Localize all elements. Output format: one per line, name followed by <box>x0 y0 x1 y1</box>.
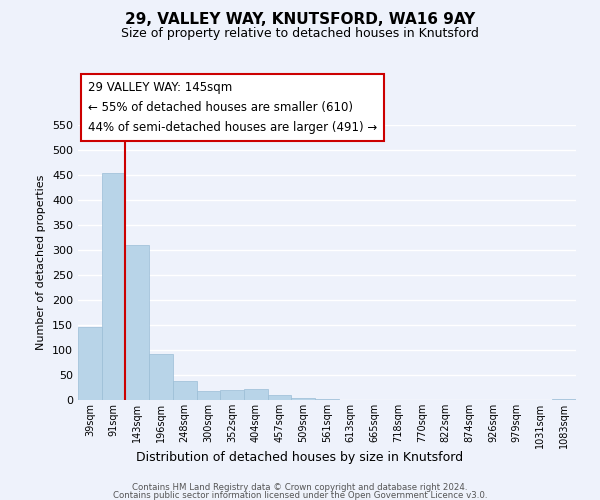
Bar <box>197 391 220 400</box>
Bar <box>102 172 125 400</box>
Bar <box>315 399 339 400</box>
Bar <box>173 381 197 400</box>
Text: 29, VALLEY WAY, KNUTSFORD, WA16 9AY: 29, VALLEY WAY, KNUTSFORD, WA16 9AY <box>125 12 475 28</box>
Bar <box>244 389 268 400</box>
Bar <box>78 326 102 400</box>
Bar <box>292 398 315 400</box>
Y-axis label: Number of detached properties: Number of detached properties <box>37 175 46 350</box>
Text: 29 VALLEY WAY: 145sqm
← 55% of detached houses are smaller (610)
44% of semi-det: 29 VALLEY WAY: 145sqm ← 55% of detached … <box>88 81 377 134</box>
Text: Size of property relative to detached houses in Knutsford: Size of property relative to detached ho… <box>121 28 479 40</box>
Text: Contains public sector information licensed under the Open Government Licence v3: Contains public sector information licen… <box>113 492 487 500</box>
Text: Distribution of detached houses by size in Knutsford: Distribution of detached houses by size … <box>136 451 464 464</box>
Bar <box>149 354 173 400</box>
Bar <box>220 390 244 400</box>
Bar <box>268 395 292 400</box>
Bar <box>125 245 149 400</box>
Bar <box>552 399 576 400</box>
Text: Contains HM Land Registry data © Crown copyright and database right 2024.: Contains HM Land Registry data © Crown c… <box>132 483 468 492</box>
